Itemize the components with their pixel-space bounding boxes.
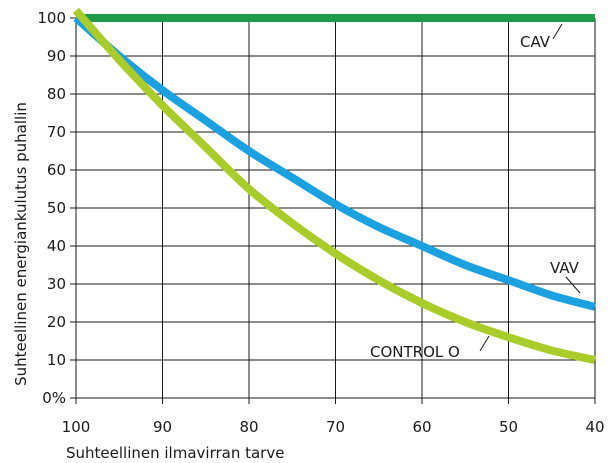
series-line-control-o	[72, 7, 596, 364]
x-tick-label: 90	[153, 418, 172, 436]
x-axis-label: Suhteellinen ilmavirran tarve	[66, 444, 284, 462]
y-tick-label: 100	[37, 9, 66, 27]
series-label-cav: CAV	[520, 33, 551, 51]
y-tick-label: 70	[47, 123, 66, 141]
x-tick-label: 100	[62, 418, 91, 436]
x-tick-label: 60	[412, 418, 431, 436]
y-tick-label: 0%	[42, 389, 66, 407]
series-leader-line	[552, 23, 563, 40]
y-tick-label: 20	[47, 313, 66, 331]
x-tick-label: 50	[499, 418, 518, 436]
x-tick-label: 80	[239, 418, 258, 436]
tick-labels: 100 90 80 70 60 50 40 0% 10 20 30 40 50 60 70 80 90 100	[37, 9, 604, 436]
y-axis-label: Suhteellinen energiankulutus puhallin	[12, 102, 30, 386]
y-tick-label: 30	[47, 275, 66, 293]
y-tick-label: 60	[47, 161, 66, 179]
y-tick-label: 10	[47, 351, 66, 369]
series-labels: CAV VAV CONTROL O	[370, 23, 581, 361]
series-lines	[72, 7, 597, 364]
y-tick-label: 80	[47, 85, 66, 103]
x-tick-label: 40	[585, 418, 604, 436]
series-line-vav	[73, 14, 597, 311]
y-tick-label: 40	[47, 237, 66, 255]
y-tick-label: 50	[47, 199, 66, 217]
series-label-vav: VAV	[550, 259, 580, 277]
y-tick-label: 90	[47, 47, 66, 65]
series-label-control-o: CONTROL O	[370, 343, 460, 361]
series-leader-line	[479, 335, 490, 352]
x-tick-label: 70	[326, 418, 345, 436]
series-leader-line	[565, 276, 581, 294]
